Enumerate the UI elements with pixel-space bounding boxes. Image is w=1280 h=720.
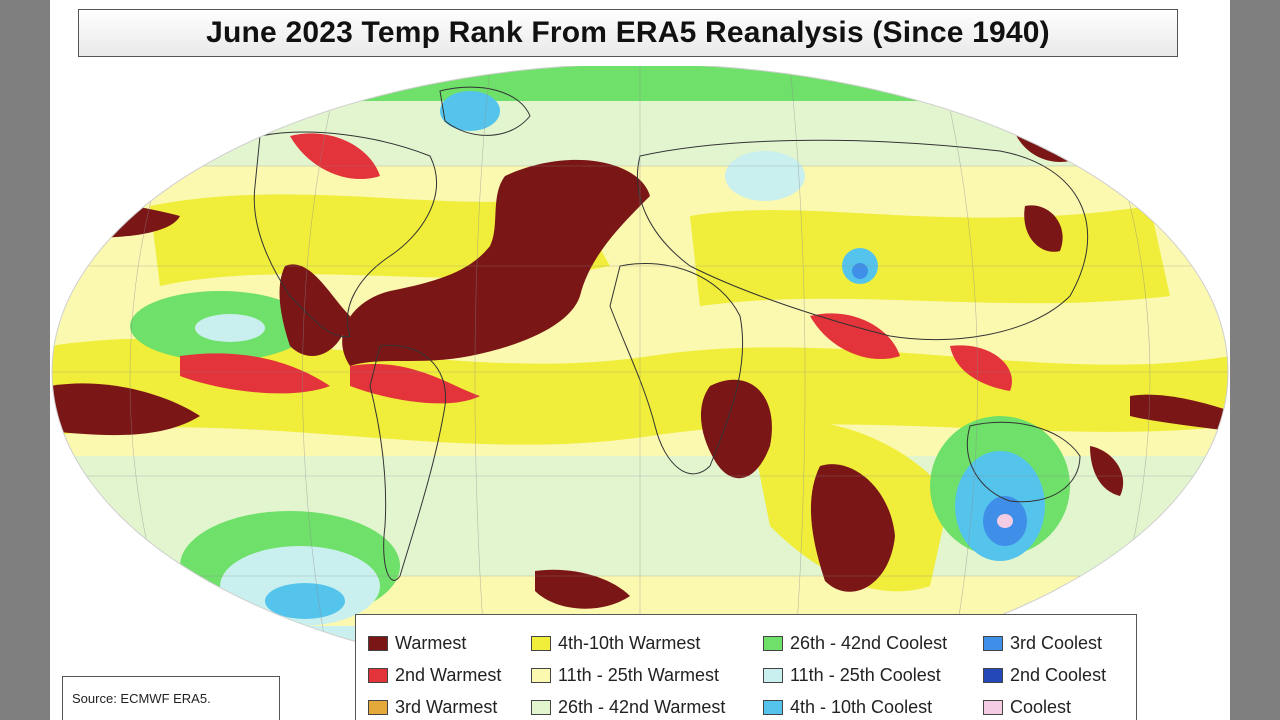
tasman-warmest <box>1090 446 1124 496</box>
legend-swatch <box>983 635 1003 651</box>
scandinavia-cool <box>725 151 805 201</box>
legend-swatch <box>763 635 783 651</box>
greenland-blue <box>440 91 500 131</box>
legend-label: Coolest <box>1010 696 1072 717</box>
legend-swatch <box>763 667 783 683</box>
legend-item: 11th - 25th Coolest <box>763 659 983 691</box>
north-atlantic-warmest <box>342 159 650 366</box>
legend-label: 4th - 10th Coolest <box>790 696 933 717</box>
africa-warmest <box>700 379 772 479</box>
legend-label: 11th - 25th Coolest <box>790 664 941 685</box>
legend-label: 11th - 25th Warmest <box>558 664 720 685</box>
north-america-outline <box>253 131 437 338</box>
legend-item: Warmest <box>368 627 531 659</box>
graticule <box>52 66 1228 680</box>
legend-label: 2nd Warmest <box>395 664 502 685</box>
legend-label: 3rd Coolest <box>1010 632 1103 653</box>
legend-swatch <box>368 635 388 651</box>
slide: June 2023 Temp Rank From ERA5 Reanalysis… <box>50 0 1230 720</box>
indian-ocean-warmest <box>810 464 895 592</box>
east-asia-warmest <box>1024 205 1063 252</box>
legend-item: Coolest <box>983 691 1133 720</box>
legend-label: Warmest <box>395 632 467 653</box>
tropical-pacific-2nd <box>180 353 330 394</box>
legend-item: 4th - 10th Coolest <box>763 691 983 720</box>
legend-item: 4th-10th Warmest <box>531 627 763 659</box>
pacific-warmest-equator <box>52 383 200 436</box>
legend-swatch <box>368 667 388 683</box>
map-title: June 2023 Temp Rank From ERA5 Reanalysis… <box>206 16 1050 49</box>
arctic-blue-west <box>190 94 310 118</box>
arctic-blue-east <box>990 92 1110 120</box>
legend-item: 11th - 25th Warmest <box>531 659 763 691</box>
title-box: June 2023 Temp Rank From ERA5 Reanalysis… <box>78 9 1178 57</box>
south-atlantic-warmest <box>535 569 630 609</box>
legend-swatch <box>531 699 551 715</box>
legend-item: 26th - 42nd Warmest <box>531 691 763 720</box>
legend-item: 3rd Coolest <box>983 627 1133 659</box>
legend-swatch <box>531 635 551 651</box>
legend-swatch <box>368 699 388 715</box>
asia-blue-deep <box>852 263 868 279</box>
legend-label: 2nd Coolest <box>1010 664 1107 685</box>
bay-of-bengal-2nd <box>950 345 1012 391</box>
legend: Warmest 4th-10th Warmest 26th - 42nd Coo… <box>355 614 1137 720</box>
coolest-spot <box>997 514 1013 528</box>
legend-item: 2nd Coolest <box>983 659 1133 691</box>
caribbean-2nd-warmest <box>350 363 480 404</box>
legend-item: 2nd Warmest <box>368 659 531 691</box>
eurasia-yellow <box>690 206 1170 306</box>
canada-2nd <box>290 133 380 180</box>
cool-patch <box>195 314 265 342</box>
legend-label: 26th - 42nd Coolest <box>790 632 948 653</box>
legend-label: 3rd Warmest <box>395 696 498 717</box>
south-pacific-blue <box>265 583 345 619</box>
arabian-sea-2nd <box>810 313 900 360</box>
legend-item: 26th - 42nd Coolest <box>763 627 983 659</box>
legend-swatch <box>983 667 1003 683</box>
source-text: Source: ECMWF ERA5. <box>72 691 211 706</box>
legend-swatch <box>531 667 551 683</box>
source-box: Source: ECMWF ERA5. <box>62 676 280 720</box>
legend-label: 26th - 42nd Warmest <box>558 696 726 717</box>
legend-swatch <box>983 699 1003 715</box>
west-pacific-warmest <box>1130 394 1228 431</box>
legend-swatch <box>763 699 783 715</box>
africa-outline <box>609 262 744 475</box>
greenland-outline <box>439 86 531 136</box>
australia-outline <box>966 421 1081 503</box>
legend-item: 3rd Warmest <box>368 691 531 720</box>
legend-label: 4th-10th Warmest <box>558 632 701 653</box>
